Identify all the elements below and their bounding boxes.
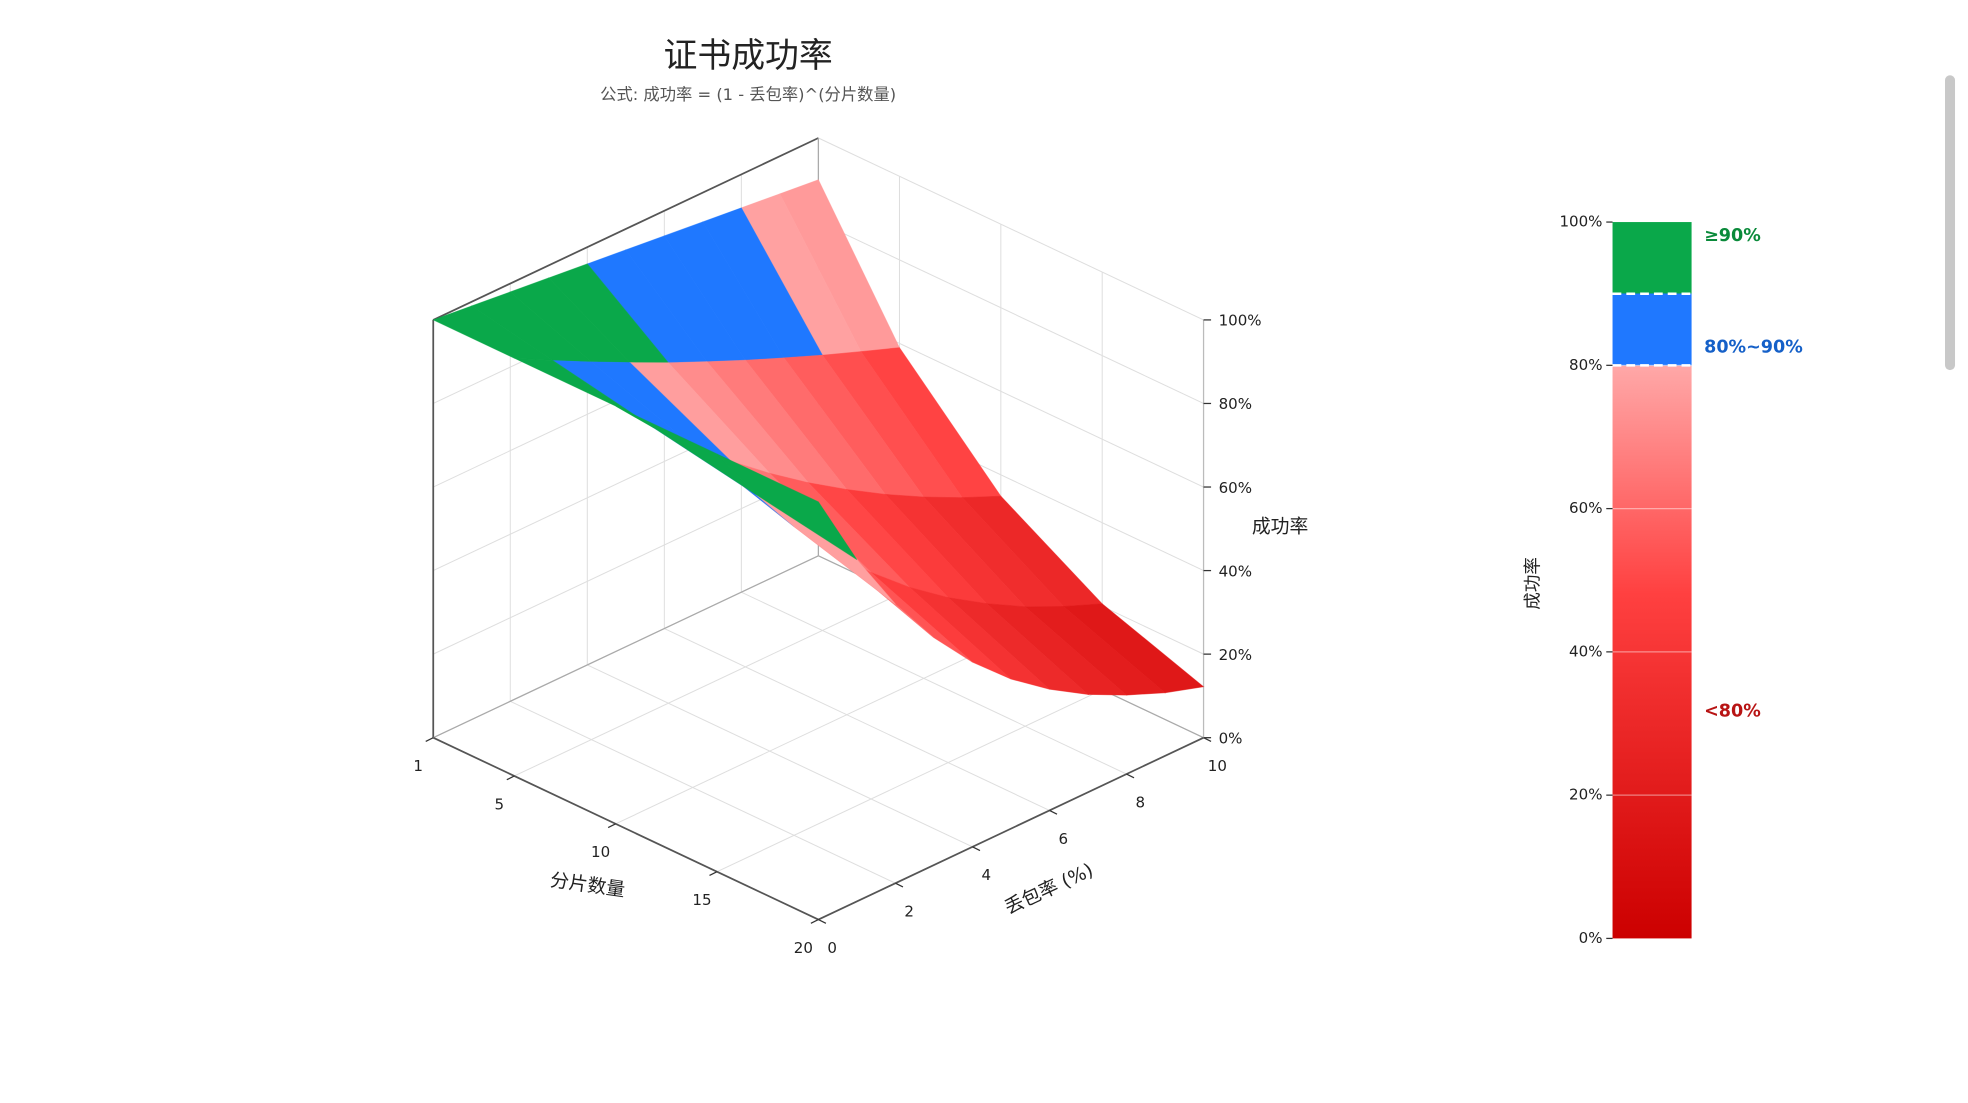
x-tick-label: 10 bbox=[591, 843, 610, 861]
tick-mark bbox=[1126, 773, 1135, 779]
y-axis-label: 丢包率 (%) bbox=[1001, 859, 1096, 919]
box-edge bbox=[432, 555, 819, 739]
tick-mark bbox=[1049, 809, 1058, 815]
tick-mark bbox=[607, 823, 616, 829]
z-tick-label: 0% bbox=[1219, 729, 1243, 747]
grid-line bbox=[818, 221, 1204, 404]
colorbar-tick-label: 80% bbox=[1569, 356, 1602, 374]
chart-title: 证书成功率 bbox=[663, 36, 832, 75]
grid-line bbox=[510, 700, 896, 884]
y-tick-label: 2 bbox=[904, 903, 914, 921]
tick-mark bbox=[972, 846, 981, 852]
z-tick-label: 80% bbox=[1219, 395, 1252, 413]
z-tick-label: 40% bbox=[1219, 562, 1252, 580]
tick-mark bbox=[810, 919, 819, 924]
tick-mark bbox=[818, 919, 827, 924]
surface-cell bbox=[716, 453, 858, 560]
band-label: ≥90% bbox=[1704, 226, 1761, 246]
colorbar-tick-label: 0% bbox=[1579, 929, 1603, 947]
x-tick-label: 20 bbox=[794, 939, 813, 957]
y-tick-label: 0 bbox=[827, 939, 837, 957]
z-axis-label: 成功率 bbox=[1252, 515, 1308, 537]
x-axis bbox=[432, 736, 819, 921]
y-tick-label: 6 bbox=[1058, 830, 1068, 848]
x-axis-label: 分片数量 bbox=[549, 869, 627, 901]
x-tick-label: 15 bbox=[692, 891, 711, 909]
grid-line bbox=[433, 471, 819, 655]
tick-mark bbox=[425, 737, 434, 743]
colorbar-tick-label: 100% bbox=[1559, 213, 1602, 231]
y-tick-label: 10 bbox=[1208, 757, 1227, 775]
grid-line bbox=[587, 664, 973, 848]
z-tick-label: 100% bbox=[1219, 312, 1262, 330]
grid-line bbox=[818, 137, 1204, 321]
colorbar bbox=[1612, 222, 1692, 939]
z-tick-label: 60% bbox=[1219, 479, 1252, 497]
band-label: <80% bbox=[1704, 701, 1761, 721]
y-tick-label: 8 bbox=[1136, 793, 1146, 811]
colorbar-label: 成功率 bbox=[1523, 557, 1543, 610]
colorbar-tick-label: 20% bbox=[1569, 786, 1602, 804]
x-tick-label: 5 bbox=[494, 795, 504, 813]
band-label: 80%~90% bbox=[1704, 338, 1803, 358]
scrollbar[interactable] bbox=[1944, 75, 1956, 371]
y-axis bbox=[818, 736, 1204, 921]
y-tick-label: 4 bbox=[981, 866, 991, 884]
grid-line bbox=[514, 593, 900, 777]
tick-mark bbox=[506, 775, 515, 781]
box-edge bbox=[432, 137, 819, 321]
z-tick-label: 20% bbox=[1219, 646, 1252, 664]
grid-line bbox=[664, 628, 1050, 811]
colorbar-tick-label: 60% bbox=[1569, 499, 1602, 517]
tick-mark bbox=[895, 882, 904, 888]
grid-line bbox=[615, 641, 1002, 825]
colorbar-tick-label: 40% bbox=[1569, 642, 1602, 660]
x-tick-label: 1 bbox=[413, 757, 423, 775]
tick-mark bbox=[709, 871, 718, 877]
grid-line bbox=[741, 591, 1127, 775]
chart-subtitle: 公式: 成功率 = (1 - 丢包率)^(分片数量) bbox=[600, 85, 896, 104]
grid-line bbox=[716, 689, 1103, 873]
